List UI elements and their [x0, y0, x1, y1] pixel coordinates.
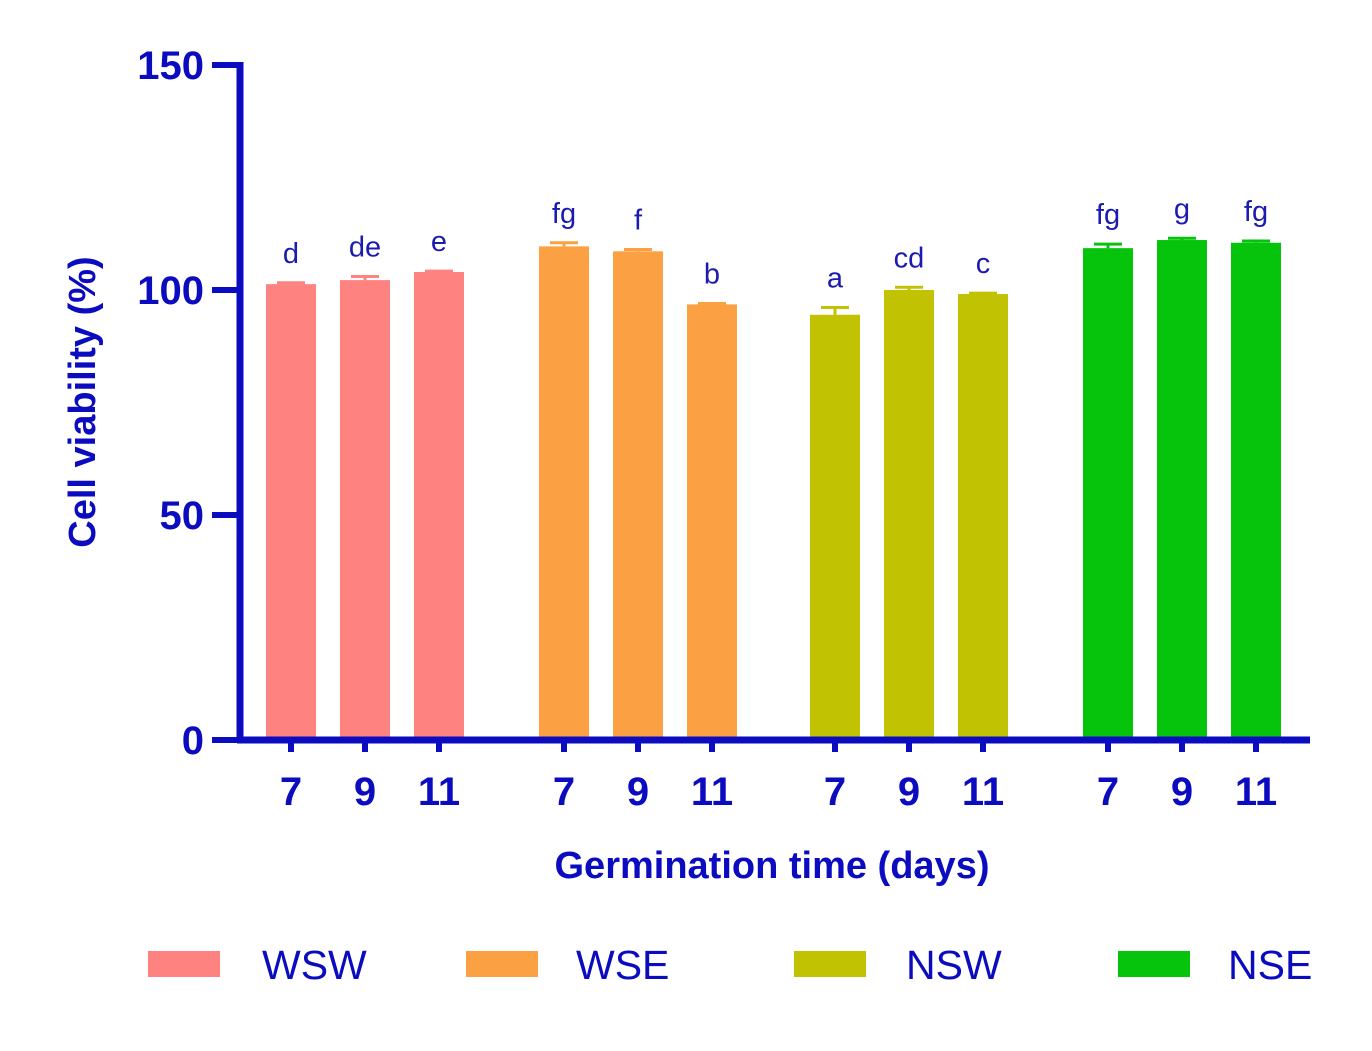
x-tick-label: 11	[1235, 770, 1277, 814]
y-axis-title: Cell viability (%)	[62, 256, 104, 547]
bar-wse-day-11	[687, 304, 737, 740]
x-tick-label: 7	[553, 770, 575, 814]
y-tick-label: 50	[160, 494, 205, 538]
bars-layer	[266, 236, 1281, 741]
bar-wse-day-9	[613, 251, 663, 741]
x-tick-label: 9	[627, 770, 649, 814]
legend-swatch-nsw	[794, 951, 866, 977]
x-tick-label: 7	[280, 770, 302, 814]
legend: WSW WSE NSW NSE	[148, 942, 1312, 988]
significance-label: b	[704, 259, 720, 291]
significance-label: fg	[1244, 196, 1268, 228]
bar-nsw-day-9	[884, 290, 934, 740]
x-axis-title: Germination time (days)	[555, 845, 990, 887]
bar-nsw-day-11	[958, 294, 1008, 740]
legend-label-nsw: NSW	[906, 942, 1002, 988]
significance-label: e	[431, 226, 447, 258]
significance-label: fg	[552, 198, 576, 230]
labels-layer: d 7 de 9 e 11 fg 7 f 9 b 11 a 7 cd 9 c 11 fg 7 g 9 fg 11 0 50 100 1…	[62, 44, 1277, 887]
x-tick-label: 11	[418, 770, 460, 814]
axes-layer	[212, 62, 1310, 752]
bar-wsw-day-7	[266, 284, 316, 740]
significance-label: a	[827, 263, 844, 295]
bar-wsw-day-9	[340, 280, 390, 740]
y-tick-label: 100	[137, 269, 204, 313]
x-tick-label: 9	[1171, 770, 1193, 814]
bar-nse-day-9	[1157, 240, 1207, 741]
significance-label: cd	[894, 242, 925, 274]
bar-wsw-day-11	[414, 272, 464, 740]
significance-label: f	[634, 205, 643, 237]
significance-label: c	[976, 248, 991, 280]
bar-nsw-day-7	[810, 314, 860, 740]
significance-label: g	[1174, 193, 1190, 225]
x-tick-label: 7	[824, 770, 846, 814]
legend-label-nse: NSE	[1228, 942, 1312, 988]
legend-swatch-wse	[466, 951, 538, 977]
significance-label: de	[349, 232, 381, 264]
legend-swatch-wsw	[148, 951, 220, 977]
y-tick-label: 150	[137, 44, 204, 88]
significance-label: fg	[1096, 199, 1120, 231]
bar-nse-day-11	[1231, 242, 1281, 740]
bar-wse-day-7	[539, 246, 589, 740]
legend-swatch-nse	[1118, 951, 1190, 977]
significance-label: d	[283, 238, 299, 270]
legend-label-wsw: WSW	[262, 942, 367, 988]
bar-nse-day-7	[1083, 248, 1133, 740]
x-tick-label: 11	[691, 770, 733, 814]
x-tick-label: 7	[1097, 770, 1119, 814]
legend-label-wse: WSE	[576, 942, 669, 988]
x-tick-label: 9	[354, 770, 376, 814]
y-tick-label: 0	[182, 719, 204, 763]
x-tick-label: 9	[898, 770, 920, 814]
x-tick-label: 11	[962, 770, 1004, 814]
